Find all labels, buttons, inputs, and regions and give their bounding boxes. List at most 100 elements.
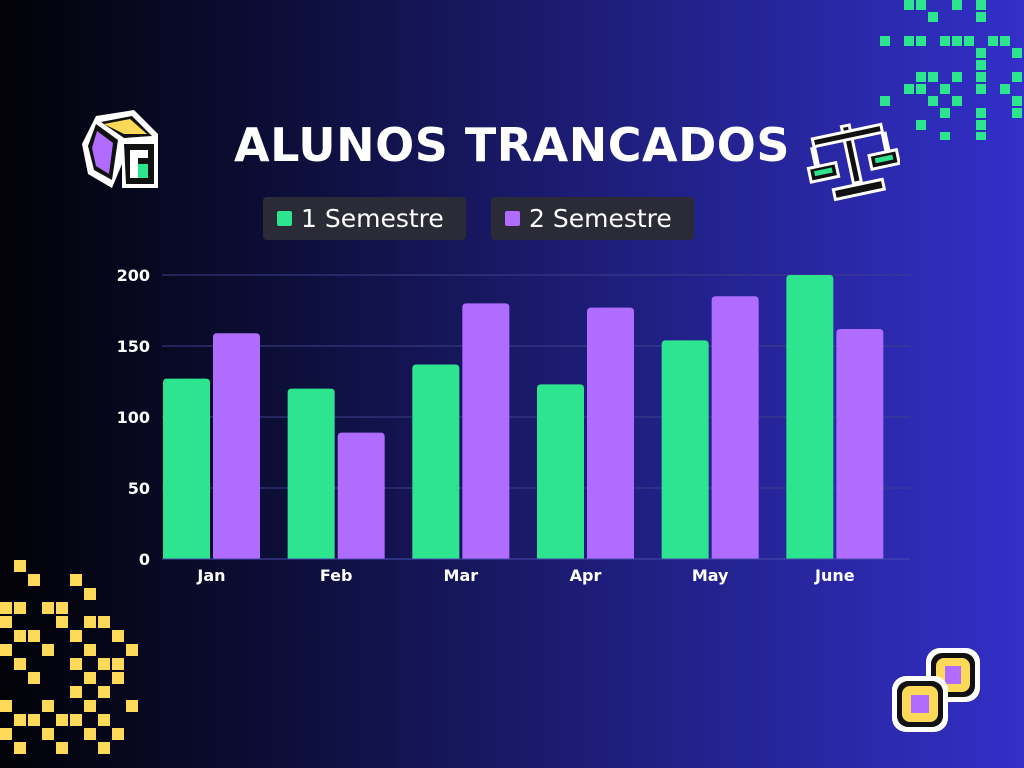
pixel-dot [56, 714, 68, 726]
pixel-dot [84, 728, 96, 740]
pixel-dot [126, 644, 138, 656]
pixel-dot [0, 644, 12, 656]
pixel-dot [28, 630, 40, 642]
x-tick-label: Mar [444, 566, 479, 585]
pixel-dot [56, 602, 68, 614]
pixel-dot-pattern [880, 0, 1022, 140]
x-tick-label: Feb [320, 566, 353, 585]
pixel-dot [976, 120, 986, 130]
pixel-dot [98, 616, 110, 628]
pixel-dot [904, 36, 914, 46]
pixel-dot [940, 132, 950, 140]
pixel-dot [0, 728, 12, 740]
pixel-dot [976, 108, 986, 118]
pie-chart-pixel-icon [82, 110, 158, 188]
pixel-dot [28, 574, 40, 586]
pixel-dot [84, 700, 96, 712]
pixel-dot [126, 700, 138, 712]
pixel-dot [952, 36, 962, 46]
pixel-dot [28, 714, 40, 726]
y-tick-label: 100 [117, 408, 150, 427]
pixel-dot [976, 0, 986, 10]
pixel-dot [98, 714, 110, 726]
pixel-dot [14, 658, 26, 670]
pixel-dot [14, 714, 26, 726]
pixel-dot [42, 700, 54, 712]
scale-balance-pixel-icon [806, 122, 900, 202]
pixel-dot [0, 616, 12, 628]
pixel-dot [964, 36, 974, 46]
pixel-dot [940, 84, 950, 94]
pixel-dot [84, 672, 96, 684]
x-tick-label: Apr [570, 566, 602, 585]
pixel-dot [70, 658, 82, 670]
pixel-dot [42, 728, 54, 740]
bar-2-jan [213, 333, 260, 559]
bar-2-mar [462, 303, 510, 559]
pixel-dot [84, 616, 96, 628]
bar-1-jan [163, 378, 210, 559]
pixel-dot [0, 700, 12, 712]
pixel-dot [98, 686, 110, 698]
legend-label-series-1: 1 Semestre [301, 204, 444, 233]
pixel-dot [0, 602, 12, 614]
pixel-dot [14, 560, 26, 572]
pixel-dot [904, 84, 914, 94]
pixel-dot [916, 72, 926, 82]
pixel-dot [70, 714, 82, 726]
pixel-dot [916, 84, 926, 94]
bar-2-may [711, 296, 759, 559]
legend-swatch-series-1 [277, 211, 292, 226]
pixel-dot [70, 630, 82, 642]
pixel-dot [70, 574, 82, 586]
pixel-dot [56, 616, 68, 628]
bar-2-apr [587, 307, 634, 559]
pixel-dot [1012, 96, 1022, 106]
pixel-dot [112, 630, 124, 642]
pixel-dot [916, 120, 926, 130]
pixel-dot [14, 742, 26, 754]
pixel-dot [976, 12, 986, 22]
pixel-dot [112, 658, 124, 670]
pixel-dot [42, 644, 54, 656]
pixel-dot [56, 742, 68, 754]
pixel-dot [28, 672, 40, 684]
pixel-dot [42, 602, 54, 614]
pixel-dot [988, 36, 998, 46]
legend-item-series-1: 1 Semestre [263, 197, 466, 240]
pixel-dot [1012, 72, 1022, 82]
y-tick-label: 50 [128, 479, 150, 498]
coins-pixel-icon [892, 648, 980, 732]
pixel-dot [976, 132, 986, 140]
bar-1-feb [287, 388, 335, 559]
pixel-dot [928, 12, 938, 22]
pixel-dot [1012, 108, 1022, 118]
pixel-dot [112, 672, 124, 684]
y-tick-label: 0 [139, 550, 150, 569]
y-tick-label: 150 [117, 337, 150, 356]
legend-item-series-2: 2 Semestre [491, 197, 694, 240]
pixel-dot [98, 658, 110, 670]
x-tick-label: May [692, 566, 729, 585]
pixel-dot [976, 84, 986, 94]
pixel-dot [14, 602, 26, 614]
pixel-dot [880, 36, 890, 46]
pixel-dot [70, 686, 82, 698]
pixel-dot [952, 0, 962, 10]
legend-swatch-series-2 [505, 211, 520, 226]
bar-1-may [661, 340, 709, 559]
bar-1-june [786, 275, 834, 559]
legend-label-series-2: 2 Semestre [529, 204, 672, 233]
x-tick-label: Jan [196, 566, 225, 585]
pixel-dot [952, 72, 962, 82]
y-tick-label: 200 [117, 266, 150, 285]
pixel-dot [916, 0, 926, 10]
chart-title: ALUNOS TRANCADOS [233, 118, 791, 172]
pixel-dot [14, 630, 26, 642]
pixel-dot [1012, 48, 1022, 58]
pixel-dot [952, 96, 962, 106]
pixel-dot [916, 36, 926, 46]
pixel-dot [1000, 84, 1010, 94]
pixel-dot [976, 60, 986, 70]
